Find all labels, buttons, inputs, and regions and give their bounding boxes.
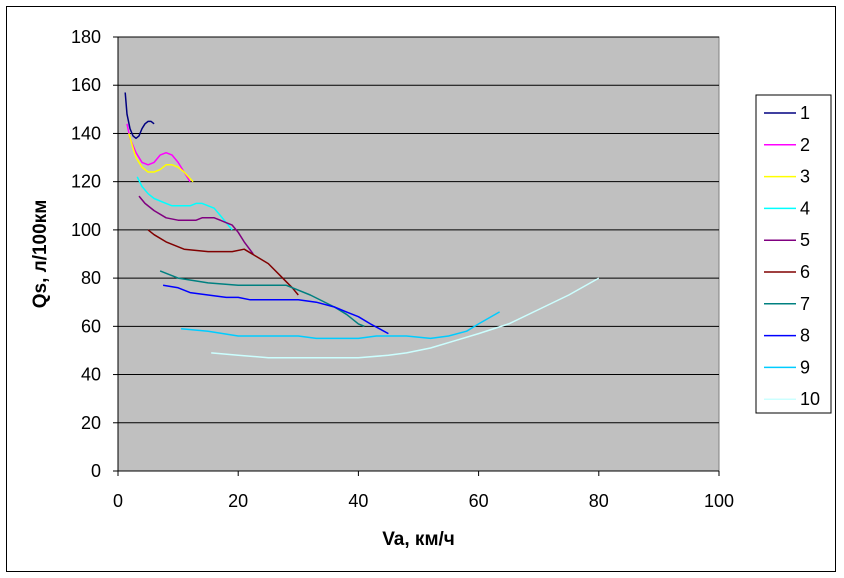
- y-tick-label: 60: [81, 316, 101, 336]
- series-line-2: [126, 123, 191, 183]
- series-line-8: [162, 284, 389, 335]
- series-line-3: [128, 133, 194, 183]
- y-tick-label: 140: [71, 123, 101, 143]
- legend-label-4: 4: [800, 198, 810, 218]
- y-tick-label: 160: [71, 75, 101, 95]
- legend: 1 2 3 4 5 6 7 8 9 10: [755, 94, 832, 414]
- x-tick-label: 80: [589, 491, 609, 511]
- series-line-9: [181, 311, 500, 340]
- y-tick-labels: 0 20 40 60 80 100 120 140 160 180: [71, 27, 101, 481]
- legend-label-6: 6: [800, 262, 810, 282]
- legend-label-1: 1: [800, 103, 810, 123]
- y-tick-label: 180: [71, 27, 101, 47]
- series-line-1: [124, 92, 155, 140]
- series-line-7: [159, 270, 365, 327]
- legend-label-8: 8: [800, 326, 810, 346]
- legend-label-7: 7: [800, 294, 810, 314]
- legend-label-3: 3: [800, 167, 810, 187]
- gridlines: [113, 36, 720, 476]
- x-axis-label: Va, км/ч: [382, 529, 455, 550]
- x-tick-labels: 0 20 40 60 80 100: [113, 491, 734, 511]
- legend-label-5: 5: [800, 230, 810, 250]
- y-tick-label: 120: [71, 172, 101, 192]
- series-line-10: [211, 277, 600, 359]
- y-tick-label: 0: [91, 461, 101, 481]
- series-line-6: [147, 229, 299, 296]
- y-tick-label: 20: [81, 413, 101, 433]
- series-lines: [124, 92, 600, 359]
- x-tick-label: 100: [704, 491, 734, 511]
- x-tick-label: 60: [469, 491, 489, 511]
- legend-box: [755, 94, 832, 414]
- x-tick-label: 20: [228, 491, 248, 511]
- legend-label-9: 9: [800, 357, 810, 377]
- x-tick-label: 40: [348, 491, 368, 511]
- plot-area: [117, 36, 720, 472]
- series-line-4: [136, 176, 233, 231]
- y-tick-label: 100: [71, 220, 101, 240]
- legend-label-2: 2: [800, 135, 810, 155]
- legend-label-10: 10: [800, 389, 820, 409]
- y-axis-label: Qs, л/100км: [30, 200, 51, 309]
- chart-frame: [6, 6, 836, 572]
- x-tick-label: 0: [113, 491, 123, 511]
- y-tick-label: 80: [81, 268, 101, 288]
- y-tick-label: 40: [81, 365, 101, 385]
- series-line-5: [138, 195, 254, 255]
